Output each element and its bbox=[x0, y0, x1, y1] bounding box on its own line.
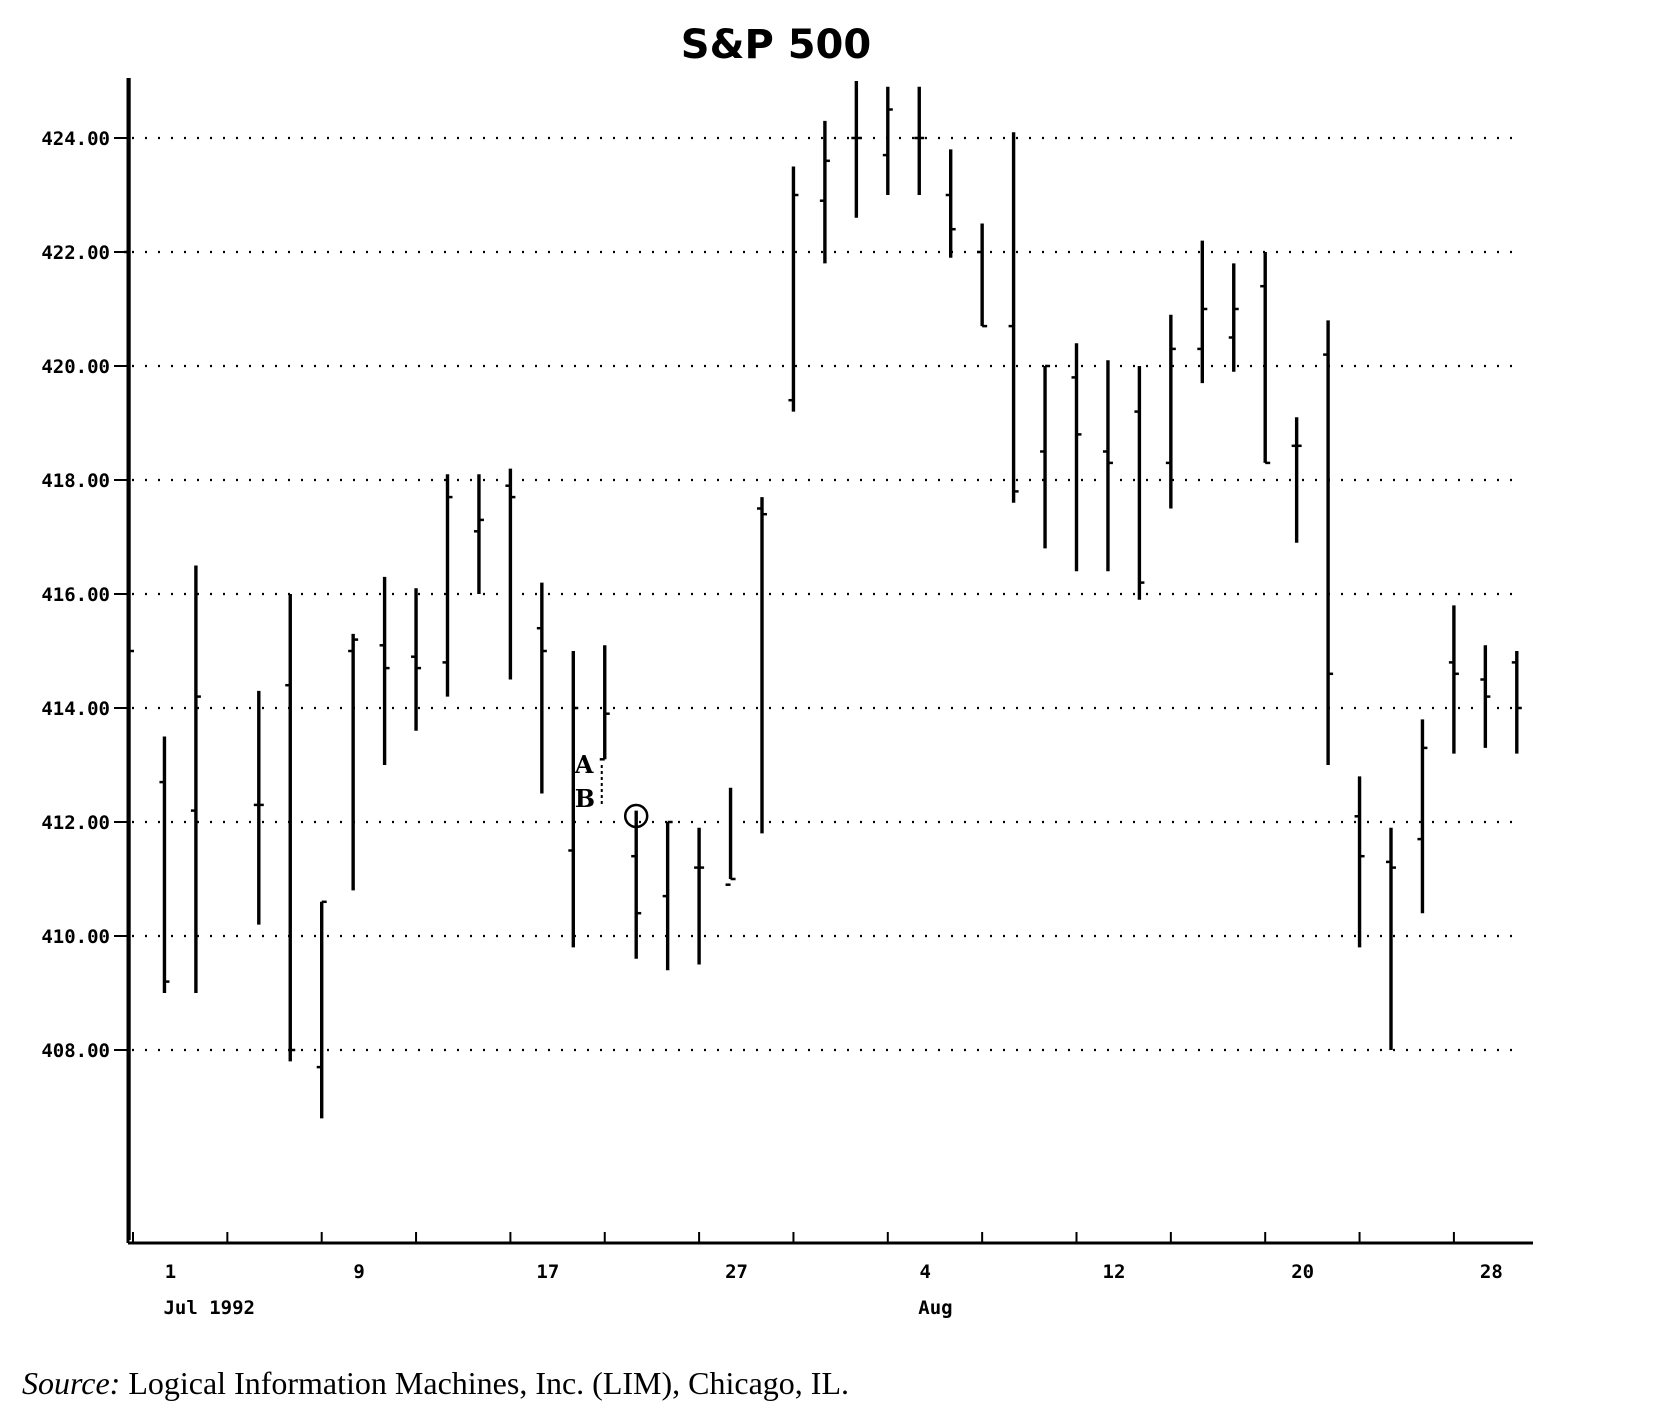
x-tick-label: 28 bbox=[1480, 1261, 1503, 1283]
ohlc-bar bbox=[1102, 360, 1113, 572]
y-tick-label: 422.00 bbox=[41, 242, 110, 264]
ohlc-bar bbox=[977, 223, 988, 328]
y-tick-label: 420.00 bbox=[41, 356, 110, 378]
ohlc-bar bbox=[1228, 263, 1239, 372]
x-tick-labels: 1 9 17 27 4 12 20 28 Jul 1992 Aug bbox=[132, 1232, 1503, 1319]
ohlc-bar bbox=[662, 820, 673, 971]
ohlc-bar bbox=[1040, 364, 1051, 549]
y-tick-label: 424.00 bbox=[41, 128, 110, 150]
ohlc-bar bbox=[442, 474, 453, 697]
ohlc-bar bbox=[1260, 252, 1271, 465]
ohlc-bar bbox=[1323, 320, 1334, 765]
ohlc-bar bbox=[882, 86, 893, 195]
ohlc-bar bbox=[124, 78, 134, 1240]
ohlc-bar bbox=[851, 81, 862, 218]
ohlc-bar bbox=[159, 736, 170, 993]
annotations: AB bbox=[574, 750, 649, 829]
y-tick-label: 416.00 bbox=[41, 584, 110, 606]
ohlc-bar bbox=[473, 474, 484, 594]
y-tick-label: 408.00 bbox=[41, 1040, 110, 1062]
annotation-label: A bbox=[574, 750, 594, 779]
chart-title: S&P 500 bbox=[681, 22, 871, 68]
ohlc-bar bbox=[1354, 776, 1365, 948]
gridlines bbox=[132, 136, 1520, 1052]
annotation-label: B bbox=[575, 784, 595, 813]
sp500-chart: S&P 500 408.00410.00412.00414.00416.0041… bbox=[41, 22, 1533, 1319]
x-tick-label: 12 bbox=[1103, 1261, 1126, 1283]
source-text: Logical Information Machines, Inc. (LIM)… bbox=[128, 1365, 849, 1401]
ohlc-bar bbox=[1008, 132, 1019, 503]
ohlc-bar bbox=[1386, 827, 1396, 1050]
ohlc-bar bbox=[694, 827, 705, 965]
ohlc-bar bbox=[819, 120, 830, 264]
y-tick-label: 418.00 bbox=[41, 470, 110, 492]
ohlc-bar bbox=[568, 651, 579, 948]
y-tick-label: 414.00 bbox=[41, 698, 110, 720]
ohlc-bar bbox=[1417, 719, 1428, 914]
x-tick-label: 1 bbox=[165, 1261, 176, 1283]
y-tick-labels: 408.00 410.00 412.00 414.00 416.00 418.00 420.… bbox=[41, 128, 128, 1062]
ohlc-bar bbox=[505, 468, 516, 680]
ohlc-bar bbox=[316, 900, 327, 1119]
month-label: Jul 1992 bbox=[163, 1297, 255, 1319]
ohlc-bar bbox=[725, 787, 736, 886]
month-label: Aug bbox=[918, 1297, 952, 1319]
ohlc-bar bbox=[1134, 366, 1145, 600]
annotation-circle bbox=[623, 803, 649, 829]
ohlc-bar bbox=[379, 576, 390, 765]
x-tick-label: 17 bbox=[536, 1261, 559, 1283]
ohlc-bar bbox=[411, 588, 422, 731]
ohlc-bar bbox=[253, 690, 264, 925]
y-tick-label: 412.00 bbox=[41, 812, 110, 834]
ohlc-bar bbox=[285, 594, 296, 1062]
ohlc-bar bbox=[1511, 651, 1522, 754]
x-tick-label: 9 bbox=[353, 1261, 364, 1283]
axes bbox=[126, 78, 1533, 1245]
ohlc-bar bbox=[1291, 417, 1302, 543]
ohlc-bar bbox=[1448, 605, 1459, 754]
y-tick-label: 410.00 bbox=[41, 926, 110, 948]
ohlc-bar bbox=[536, 582, 547, 794]
ohlc-bar bbox=[1197, 240, 1208, 384]
ohlc-bar bbox=[757, 497, 767, 834]
ohlc-bar bbox=[348, 633, 359, 891]
ohlc-bars bbox=[124, 78, 1522, 1240]
ohlc-bar bbox=[1480, 645, 1491, 748]
ohlc-bar bbox=[599, 645, 610, 761]
ohlc-bar bbox=[190, 565, 201, 993]
ohlc-bar bbox=[945, 149, 956, 258]
x-tick-label: 4 bbox=[920, 1261, 931, 1283]
ohlc-bar bbox=[788, 166, 799, 412]
ohlc-bar bbox=[1071, 343, 1082, 572]
ohlc-bar bbox=[914, 86, 925, 195]
ohlc-bar bbox=[631, 810, 642, 959]
x-tick-label: 27 bbox=[725, 1261, 748, 1283]
ohlc-bar bbox=[1165, 314, 1176, 509]
source-label: Source: bbox=[22, 1365, 121, 1401]
x-tick-label: 20 bbox=[1291, 1261, 1314, 1283]
source-note: Source: Logical Information Machines, In… bbox=[22, 1365, 849, 1402]
